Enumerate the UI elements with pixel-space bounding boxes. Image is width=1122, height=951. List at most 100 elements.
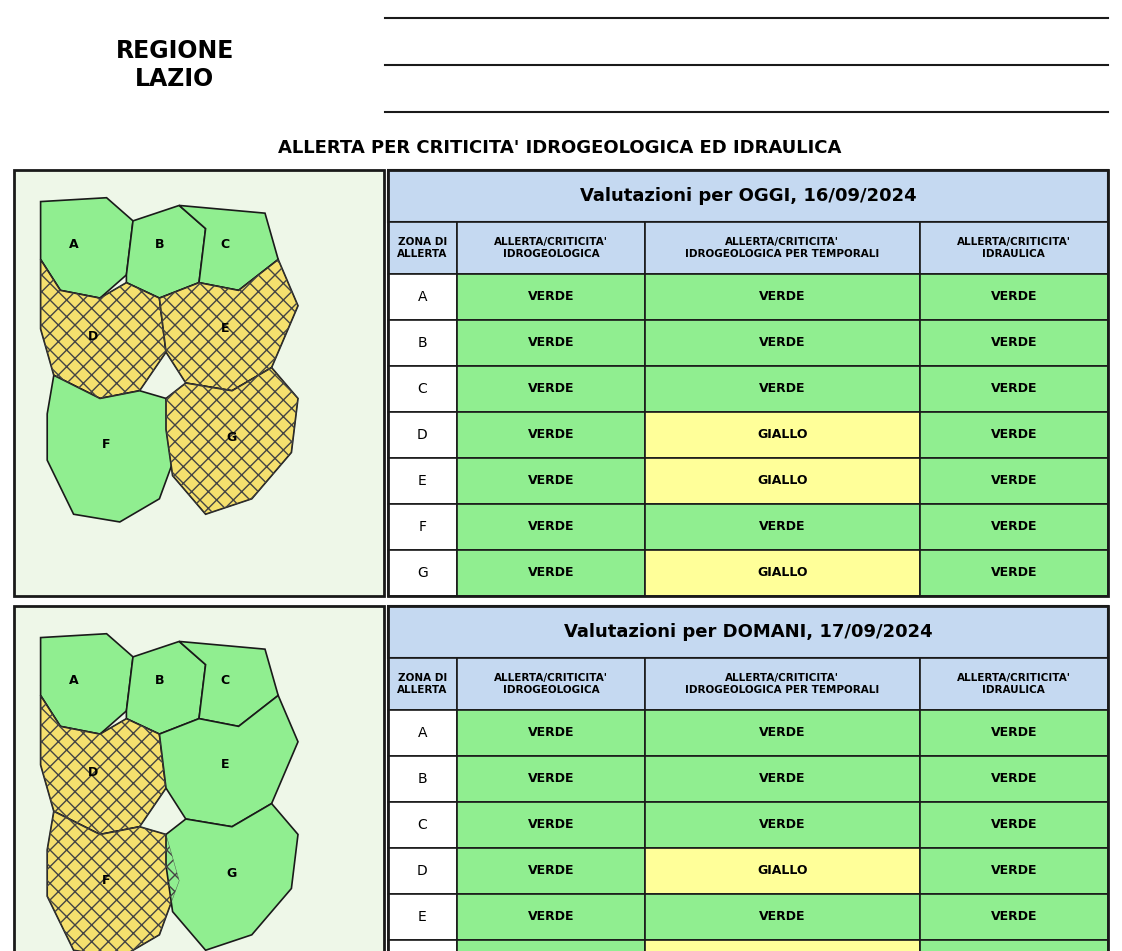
- Polygon shape: [127, 641, 205, 734]
- Text: E: E: [419, 910, 426, 924]
- Polygon shape: [40, 198, 134, 298]
- Bar: [388, 170, 1109, 596]
- Bar: [645, 710, 920, 756]
- Polygon shape: [166, 367, 298, 514]
- Bar: [920, 366, 1109, 412]
- Text: VERDE: VERDE: [991, 429, 1037, 441]
- Bar: [645, 658, 920, 710]
- Bar: [457, 756, 645, 802]
- Text: GIALLO: GIALLO: [757, 567, 808, 579]
- Text: ALLERTA/CRITICITA'
IDROGEOLOGICA PER TEMPORALI: ALLERTA/CRITICITA' IDROGEOLOGICA PER TEM…: [686, 673, 880, 695]
- Text: A: A: [417, 290, 427, 304]
- Text: E: E: [221, 322, 230, 336]
- Text: C: C: [221, 238, 230, 250]
- Bar: [388, 274, 457, 320]
- Bar: [388, 170, 1109, 222]
- Bar: [457, 458, 645, 504]
- Bar: [388, 412, 457, 458]
- Text: GIALLO: GIALLO: [757, 864, 808, 878]
- Text: VERDE: VERDE: [527, 337, 574, 350]
- Bar: [645, 802, 920, 848]
- Polygon shape: [180, 205, 278, 290]
- Text: A: A: [68, 238, 79, 250]
- Text: F: F: [102, 874, 111, 887]
- Text: G: G: [417, 566, 427, 580]
- Text: G: G: [227, 431, 237, 443]
- Text: VERDE: VERDE: [760, 290, 806, 303]
- Bar: [388, 504, 457, 550]
- Bar: [920, 550, 1109, 596]
- Text: ZONA DI
ALLERTA: ZONA DI ALLERTA: [397, 673, 448, 695]
- Bar: [388, 606, 1109, 951]
- Polygon shape: [180, 641, 278, 727]
- Text: ALLERTA/CRITICITA'
IDROGEOLOGICA PER TEMPORALI: ALLERTA/CRITICITA' IDROGEOLOGICA PER TEM…: [686, 237, 880, 259]
- Text: VERDE: VERDE: [527, 520, 574, 534]
- Text: VERDE: VERDE: [760, 337, 806, 350]
- Bar: [645, 320, 920, 366]
- Text: Valutazioni per OGGI, 16/09/2024: Valutazioni per OGGI, 16/09/2024: [580, 187, 917, 205]
- Text: D: D: [89, 330, 99, 343]
- Bar: [645, 222, 920, 274]
- Bar: [388, 940, 457, 951]
- Text: C: C: [417, 818, 427, 832]
- Bar: [388, 606, 1109, 658]
- Bar: [457, 366, 645, 412]
- Bar: [388, 222, 457, 274]
- Bar: [457, 658, 645, 710]
- Text: A: A: [68, 673, 79, 687]
- Bar: [388, 710, 457, 756]
- Bar: [457, 320, 645, 366]
- Text: VERDE: VERDE: [760, 910, 806, 923]
- Text: VERDE: VERDE: [991, 819, 1037, 831]
- Text: VERDE: VERDE: [991, 727, 1037, 740]
- Text: ALLERTA/CRITICITA'
IDROGEOLOGICA: ALLERTA/CRITICITA' IDROGEOLOGICA: [494, 673, 608, 695]
- Text: VERDE: VERDE: [527, 429, 574, 441]
- Text: VERDE: VERDE: [760, 819, 806, 831]
- Bar: [920, 412, 1109, 458]
- Bar: [388, 894, 457, 940]
- Bar: [13, 606, 384, 951]
- Bar: [920, 320, 1109, 366]
- Text: ALLERTA/CRITICITA'
IDRAULICA: ALLERTA/CRITICITA' IDRAULICA: [957, 237, 1070, 259]
- Bar: [388, 320, 457, 366]
- Text: VERDE: VERDE: [527, 864, 574, 878]
- Bar: [457, 222, 645, 274]
- Bar: [645, 458, 920, 504]
- Bar: [645, 274, 920, 320]
- Bar: [388, 848, 457, 894]
- Bar: [920, 756, 1109, 802]
- Polygon shape: [159, 260, 298, 391]
- Bar: [645, 894, 920, 940]
- Text: ALLERTA/CRITICITA'
IDRAULICA: ALLERTA/CRITICITA' IDRAULICA: [957, 673, 1070, 695]
- Bar: [457, 940, 645, 951]
- Bar: [13, 170, 384, 596]
- Text: VERDE: VERDE: [760, 772, 806, 786]
- Text: VERDE: VERDE: [527, 772, 574, 786]
- Bar: [388, 756, 457, 802]
- Text: B: B: [417, 336, 427, 350]
- Text: VERDE: VERDE: [991, 864, 1037, 878]
- Text: VERDE: VERDE: [760, 727, 806, 740]
- Text: VERDE: VERDE: [991, 520, 1037, 534]
- Bar: [920, 658, 1109, 710]
- Bar: [645, 412, 920, 458]
- Polygon shape: [47, 811, 180, 951]
- Text: ZONA DI
ALLERTA: ZONA DI ALLERTA: [397, 237, 448, 259]
- Bar: [388, 550, 457, 596]
- Bar: [457, 802, 645, 848]
- Text: E: E: [221, 759, 230, 771]
- Polygon shape: [40, 633, 134, 734]
- Bar: [645, 504, 920, 550]
- Text: VERDE: VERDE: [991, 337, 1037, 350]
- Text: D: D: [417, 428, 427, 442]
- Text: VERDE: VERDE: [527, 382, 574, 396]
- Bar: [920, 710, 1109, 756]
- Bar: [645, 550, 920, 596]
- Bar: [388, 366, 457, 412]
- Text: ALLERTA PER CRITICITA' IDROGEOLOGICA ED IDRAULICA: ALLERTA PER CRITICITA' IDROGEOLOGICA ED …: [278, 139, 842, 157]
- Polygon shape: [40, 260, 166, 398]
- Text: VERDE: VERDE: [527, 819, 574, 831]
- Text: B: B: [155, 238, 164, 250]
- Bar: [645, 848, 920, 894]
- Text: ALLERTA/CRITICITA'
IDROGEOLOGICA: ALLERTA/CRITICITA' IDROGEOLOGICA: [494, 237, 608, 259]
